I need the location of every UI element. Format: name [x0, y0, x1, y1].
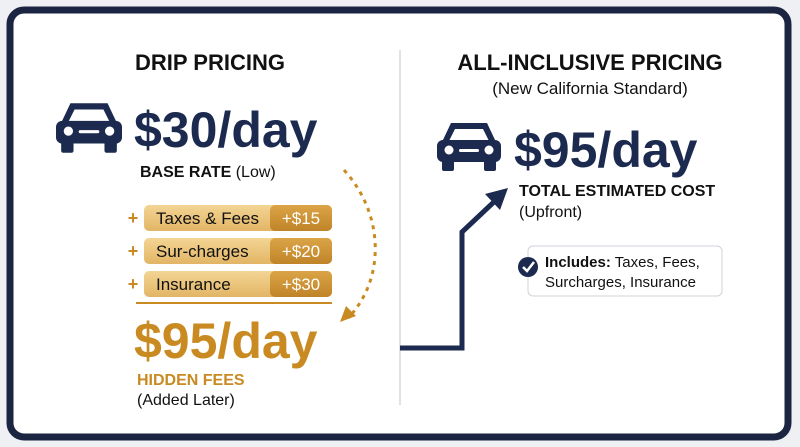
up-arrow-head [485, 188, 508, 210]
fee-row: + Sur-charges +$20 [128, 238, 332, 264]
includes-line: Surcharges, Insurance [545, 274, 696, 291]
left-title: DRIP PRICING [135, 50, 285, 75]
fee-list: + Taxes & Fees +$15 + Sur-charges +$20 +… [128, 205, 332, 304]
base-price: $30/day [134, 102, 318, 158]
fee-name: Taxes & Fees [156, 209, 259, 228]
base-rate-note: (Low) [236, 164, 276, 181]
includes-text: Taxes, Fees, [615, 254, 700, 271]
inclusive-price: $95/day [514, 122, 698, 178]
includes-label: Includes: [545, 254, 611, 271]
fee-row: + Taxes & Fees +$15 [128, 205, 332, 231]
plus-icon: + [128, 208, 139, 228]
total-price: $95/day [134, 313, 318, 369]
total-note: (Upfront) [519, 204, 582, 221]
fee-name: Insurance [156, 275, 231, 294]
dashed-arrow [342, 168, 377, 320]
plus-icon: + [128, 274, 139, 294]
arrow-head [340, 306, 356, 322]
hidden-note: (Added Later) [137, 392, 235, 409]
includes-line: Includes: Taxes, Fees, [545, 254, 700, 271]
fee-amount: +$15 [282, 209, 320, 228]
check-icon [518, 257, 538, 277]
fee-name: Sur-charges [156, 242, 249, 261]
right-title: ALL-INCLUSIVE PRICING [457, 50, 722, 75]
hidden-fees: HIDDEN FEES [137, 372, 245, 389]
frame [6, 6, 792, 441]
fee-row: + Insurance +$30 [128, 271, 332, 297]
base-rate: BASE RATE (Low) [140, 164, 276, 181]
check-mark [522, 261, 535, 273]
total-label: TOTAL ESTIMATED COST [519, 183, 715, 200]
base-rate-label: BASE RATE [140, 164, 232, 181]
right-subtitle: (New California Standard) [492, 79, 688, 98]
up-arrow [400, 198, 498, 351]
fee-amount: +$20 [282, 242, 320, 261]
plus-icon: + [128, 241, 139, 261]
fee-amount: +$30 [282, 275, 320, 294]
